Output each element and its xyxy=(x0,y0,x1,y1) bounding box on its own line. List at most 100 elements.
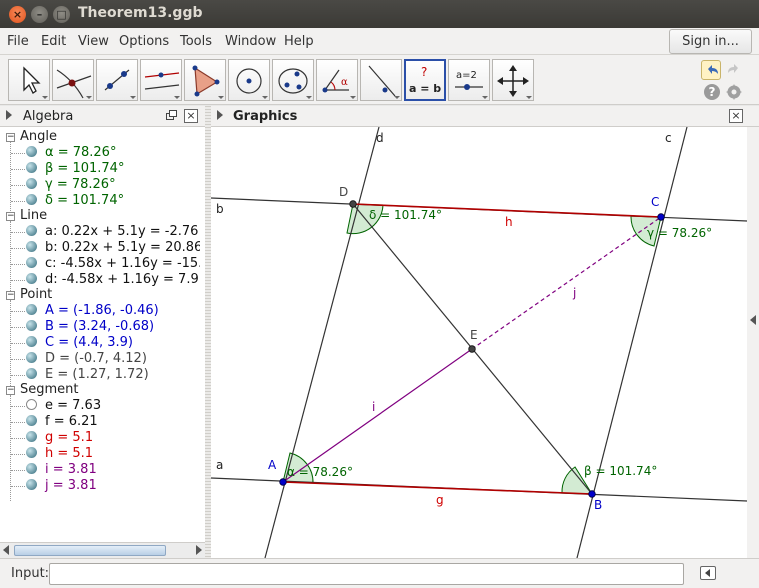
category-point[interactable]: − Point xyxy=(6,287,52,303)
graphics-side-panel-toggle[interactable] xyxy=(747,127,759,558)
visibility-toggle-icon[interactable] xyxy=(26,194,37,205)
list-item[interactable]: c: -4.58x + 1.16y = -15. xyxy=(26,256,202,272)
menu-view[interactable]: View xyxy=(78,34,109,49)
close-algebra-view-button[interactable]: × xyxy=(184,109,198,123)
scroll-left-icon[interactable] xyxy=(3,545,9,555)
line-tool-button[interactable] xyxy=(96,59,138,101)
visibility-toggle-icon[interactable] xyxy=(26,431,37,442)
menu-tools[interactable]: Tools xyxy=(180,34,213,49)
list-item[interactable]: b: 0.22x + 5.1y = 20.86 xyxy=(26,240,202,256)
view-splitter[interactable] xyxy=(205,106,211,558)
category-angle[interactable]: − Angle xyxy=(6,129,57,145)
visibility-toggle-icon[interactable] xyxy=(26,162,37,173)
conic-tool-button[interactable] xyxy=(272,59,314,101)
menu-file[interactable]: File xyxy=(7,34,29,49)
visibility-toggle-icon[interactable] xyxy=(26,463,37,474)
list-item[interactable]: f = 6.21 xyxy=(26,414,98,430)
menu-window[interactable]: Window xyxy=(225,34,277,49)
visibility-toggle-icon[interactable] xyxy=(26,225,37,236)
algebra-horizontal-scrollbar[interactable] xyxy=(0,542,205,558)
visibility-toggle-icon[interactable] xyxy=(26,399,37,410)
move-tool-button[interactable] xyxy=(8,59,50,101)
list-item[interactable]: γ = 78.26° xyxy=(26,177,116,193)
list-item[interactable]: g = 5.1 xyxy=(26,430,93,446)
maximize-window-button[interactable]: □ xyxy=(53,6,70,23)
list-item[interactable]: h = 5.1 xyxy=(26,446,93,462)
collapse-toggle-icon[interactable]: − xyxy=(6,211,15,221)
close-window-button[interactable]: × xyxy=(9,6,26,23)
visibility-toggle-icon[interactable] xyxy=(26,241,37,252)
line-c[interactable] xyxy=(576,127,688,558)
scroll-right-icon[interactable] xyxy=(196,545,202,555)
collapse-arrow-icon[interactable] xyxy=(6,110,12,120)
point-tool-button[interactable] xyxy=(52,59,94,101)
list-item[interactable]: α = 78.26° xyxy=(26,145,116,161)
minimize-window-button[interactable]: – xyxy=(31,6,48,23)
close-graphics-view-button[interactable]: × xyxy=(729,109,743,123)
visibility-toggle-icon[interactable] xyxy=(26,336,37,347)
visibility-toggle-icon[interactable] xyxy=(26,368,37,379)
perpendicular-line-tool-button[interactable] xyxy=(140,59,182,101)
list-item[interactable]: β = 101.74° xyxy=(26,161,124,177)
slider-tool-button[interactable]: a=2 xyxy=(448,59,490,101)
menu-edit[interactable]: Edit xyxy=(41,34,67,49)
polygon-tool-button[interactable] xyxy=(184,59,226,101)
collapse-toggle-icon[interactable]: − xyxy=(6,385,15,395)
point-B[interactable] xyxy=(588,490,596,498)
list-item[interactable]: B = (3.24, -0.68) xyxy=(26,319,154,335)
undo-button[interactable] xyxy=(701,60,721,80)
point-A[interactable] xyxy=(279,478,287,486)
segment-h[interactable] xyxy=(352,203,662,218)
visibility-toggle-icon[interactable] xyxy=(26,447,37,458)
visibility-toggle-icon[interactable] xyxy=(26,304,37,315)
list-item[interactable]: e = 7.63 xyxy=(26,398,101,414)
point-E[interactable] xyxy=(468,345,476,353)
expand-panel-icon[interactable] xyxy=(750,315,756,325)
visibility-toggle-icon[interactable] xyxy=(26,479,37,490)
redo-button[interactable] xyxy=(724,60,744,80)
category-line[interactable]: − Line xyxy=(6,208,47,224)
move-graphics-view-tool-button[interactable] xyxy=(492,59,534,101)
segment-j[interactable] xyxy=(471,216,662,350)
input-help-toggle-icon[interactable] xyxy=(700,566,716,580)
geometry-canvas[interactable]: a b c d A B C D E g h i j α = 78.26° β =… xyxy=(211,127,747,558)
segment-i[interactable] xyxy=(282,348,473,483)
list-item[interactable]: D = (-0.7, 4.12) xyxy=(26,351,147,367)
collapse-toggle-icon[interactable]: − xyxy=(6,290,15,300)
collapse-arrow-icon[interactable] xyxy=(217,110,223,120)
visibility-toggle-icon[interactable] xyxy=(26,415,37,426)
visibility-toggle-icon[interactable] xyxy=(26,352,37,363)
visibility-toggle-icon[interactable] xyxy=(26,178,37,189)
algebra-vertical-scrollbar[interactable] xyxy=(200,127,205,542)
settings-button[interactable] xyxy=(726,84,742,100)
segment-g[interactable] xyxy=(282,481,593,495)
angle-gamma-sector[interactable] xyxy=(630,215,662,247)
list-item[interactable]: i = 3.81 xyxy=(26,462,97,478)
list-item[interactable]: E = (1.27, 1.72) xyxy=(26,367,149,383)
help-button[interactable]: ? xyxy=(704,84,720,100)
sign-in-button[interactable]: Sign in... xyxy=(669,29,752,54)
list-item[interactable]: C = (4.4, 3.9) xyxy=(26,335,133,351)
circle-tool-button[interactable] xyxy=(228,59,270,101)
menu-options[interactable]: Options xyxy=(119,34,170,49)
visibility-toggle-icon[interactable] xyxy=(26,257,37,268)
list-item[interactable]: δ = 101.74° xyxy=(26,193,124,209)
list-item[interactable]: j = 3.81 xyxy=(26,478,97,494)
input-field[interactable] xyxy=(49,563,684,585)
menu-help[interactable]: Help xyxy=(284,34,314,49)
point-D[interactable] xyxy=(349,200,357,208)
list-item[interactable]: a: 0.22x + 5.1y = -2.76 xyxy=(26,224,198,240)
graphics-view[interactable]: a b c d A B C D E g h i j α = 78.26° β =… xyxy=(211,127,747,558)
line-d[interactable] xyxy=(264,127,380,558)
category-segment[interactable]: − Segment xyxy=(6,382,79,398)
visibility-toggle-icon[interactable] xyxy=(26,320,37,331)
relation-tool-button[interactable]: ? a = b xyxy=(404,59,446,101)
undock-view-button[interactable] xyxy=(165,110,177,121)
reflect-tool-button[interactable] xyxy=(360,59,402,101)
angle-tool-button[interactable]: α xyxy=(316,59,358,101)
visibility-toggle-icon[interactable] xyxy=(26,146,37,157)
visibility-toggle-icon[interactable] xyxy=(26,273,37,284)
list-item[interactable]: A = (-1.86, -0.46) xyxy=(26,303,159,319)
collapse-toggle-icon[interactable]: − xyxy=(6,132,15,142)
point-C[interactable] xyxy=(657,213,665,221)
